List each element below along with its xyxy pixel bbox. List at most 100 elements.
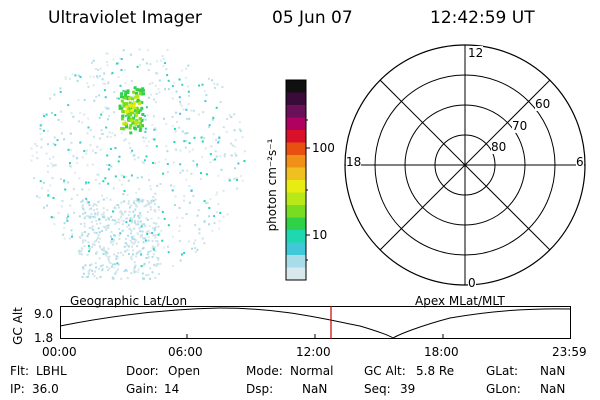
uv-pixel xyxy=(101,267,104,270)
uv-pixel xyxy=(137,271,140,274)
uv-pixel xyxy=(162,65,165,68)
uv-pixel xyxy=(191,247,193,250)
uv-pixel xyxy=(161,55,164,58)
uv-pixel xyxy=(216,83,219,86)
uv-pixel xyxy=(125,115,127,117)
uv-pixel xyxy=(64,76,67,79)
uv-pixel xyxy=(138,91,142,95)
uv-pixel xyxy=(107,80,110,83)
uv-pixel xyxy=(93,209,96,212)
uv-pixel xyxy=(82,213,85,215)
uv-pixel xyxy=(199,178,202,180)
uv-pixel xyxy=(184,146,187,149)
uv-pixel xyxy=(96,173,99,176)
uv-pixel xyxy=(145,155,148,158)
uv-pixel xyxy=(110,72,113,75)
uv-pixel xyxy=(127,200,130,203)
uv-pixel xyxy=(128,126,132,130)
uv-pixel xyxy=(136,199,139,202)
uv-pixel xyxy=(99,222,102,225)
uv-pixel xyxy=(238,121,241,123)
uv-pixel xyxy=(97,241,100,244)
uv-pixel xyxy=(35,145,38,147)
uv-pixel xyxy=(217,141,220,144)
uv-pixel xyxy=(151,232,154,234)
uv-pixel xyxy=(209,153,212,156)
uv-pixel xyxy=(154,84,157,87)
colorbar-band xyxy=(286,217,306,231)
uv-pixel xyxy=(120,99,124,103)
uv-pixel xyxy=(133,126,136,130)
uv-pixel xyxy=(130,151,133,154)
uv-pixel xyxy=(41,187,44,190)
uv-pixel xyxy=(141,272,144,275)
uv-pixel xyxy=(238,128,241,131)
uv-pixel xyxy=(122,101,126,105)
uv-pixel xyxy=(39,127,42,130)
uv-pixel xyxy=(102,253,105,255)
uv-pixel xyxy=(148,140,151,143)
uv-pixel xyxy=(66,181,69,184)
uv-pixel xyxy=(133,271,136,274)
uv-pixel xyxy=(205,94,208,97)
uv-pixel xyxy=(121,109,125,113)
uv-pixel xyxy=(181,217,184,219)
uv-pixel xyxy=(136,232,139,235)
uv-pixel xyxy=(92,149,94,152)
colorbar-band xyxy=(286,242,306,256)
uv-pixel xyxy=(133,219,136,222)
uv-pixel xyxy=(219,212,222,214)
uv-pixel xyxy=(123,190,126,192)
uv-pixel xyxy=(153,246,156,249)
uv-pixel xyxy=(49,97,52,100)
uv-pixel xyxy=(97,200,100,203)
uv-pixel xyxy=(235,154,238,157)
uv-pixel xyxy=(102,207,105,210)
uv-pixel xyxy=(101,264,104,267)
uv-pixel xyxy=(130,204,133,207)
uv-pixel xyxy=(110,165,113,168)
uv-pixel xyxy=(215,138,217,141)
uv-pixel xyxy=(59,110,62,113)
uv-pixel xyxy=(127,179,130,182)
uv-pixel xyxy=(120,69,123,71)
uv-pixel xyxy=(81,232,84,235)
uv-pixel xyxy=(80,247,83,250)
uv-pixel xyxy=(214,150,217,153)
uv-pixel xyxy=(97,68,99,71)
uv-pixel xyxy=(91,245,94,248)
uv-pixel xyxy=(57,118,60,121)
uv-pixel xyxy=(130,79,133,82)
uv-pixel xyxy=(84,211,87,214)
uv-pixel xyxy=(141,160,144,163)
uv-pixel xyxy=(210,145,213,148)
uv-pixel xyxy=(178,126,181,129)
uv-pixel xyxy=(98,116,101,119)
uv-pixel xyxy=(131,245,134,248)
uv-pixel xyxy=(138,216,141,219)
uv-pixel xyxy=(94,262,97,265)
uv-pixel xyxy=(45,113,48,116)
uv-pixel xyxy=(89,144,92,147)
uv-pixel xyxy=(40,138,43,141)
uv-pixel xyxy=(74,171,76,174)
uv-pixel xyxy=(181,130,184,133)
uv-pixel xyxy=(159,262,162,265)
uv-pixel xyxy=(217,203,220,206)
date-label: 05 Jun 07 xyxy=(272,8,353,28)
uv-pixel xyxy=(136,176,139,179)
uv-pixel xyxy=(165,68,168,71)
uv-pixel xyxy=(129,53,132,56)
uv-pixel xyxy=(67,148,70,151)
uv-pixel xyxy=(46,170,49,173)
uv-pixel xyxy=(204,100,207,103)
uv-pixel xyxy=(132,253,135,256)
uv-pixel xyxy=(137,215,140,217)
uv-pixel xyxy=(51,112,53,114)
uv-pixel xyxy=(120,219,123,222)
uv-pixel xyxy=(148,83,151,85)
uv-pixel xyxy=(201,156,204,159)
uv-pixel xyxy=(101,269,104,272)
uv-pixel xyxy=(136,124,140,128)
uv-pixel xyxy=(59,90,62,93)
